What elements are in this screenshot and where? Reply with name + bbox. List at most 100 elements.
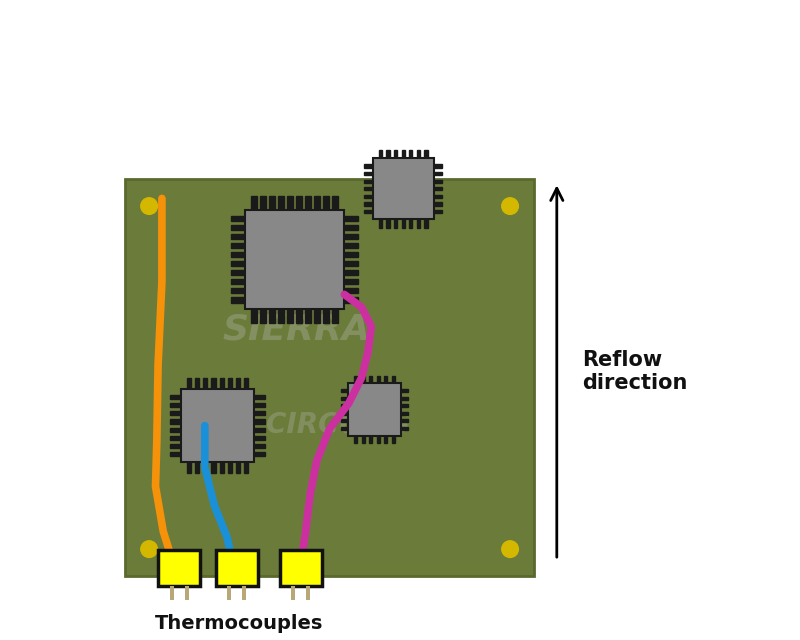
Bar (245, 210, 344, 309)
Bar (228, 462, 232, 473)
Bar (170, 444, 181, 448)
Bar (344, 234, 358, 239)
Bar (409, 220, 413, 228)
Bar (211, 462, 215, 473)
Bar (170, 403, 181, 407)
Bar (341, 389, 348, 392)
Bar (231, 216, 245, 221)
Bar (341, 427, 348, 430)
Bar (231, 288, 245, 294)
Bar (424, 150, 428, 159)
Bar (254, 403, 265, 407)
Bar (364, 187, 373, 191)
Bar (269, 196, 274, 210)
Bar (231, 279, 245, 284)
Bar (254, 436, 265, 440)
Bar (434, 172, 442, 175)
Bar (344, 297, 358, 303)
Bar (296, 196, 302, 210)
Bar (344, 270, 358, 275)
Bar (377, 436, 379, 443)
Bar (370, 376, 372, 383)
Bar (434, 210, 442, 213)
Bar (344, 279, 358, 284)
Bar (344, 261, 358, 266)
Bar (362, 376, 365, 383)
Bar (401, 397, 408, 400)
Bar (242, 586, 246, 600)
Bar (402, 220, 405, 228)
Bar (377, 376, 379, 383)
Bar (125, 179, 534, 576)
Bar (195, 378, 199, 389)
Bar (341, 404, 348, 407)
Bar (364, 210, 373, 213)
Bar (185, 586, 189, 600)
Bar (211, 378, 215, 389)
Bar (231, 252, 245, 257)
Bar (384, 436, 387, 443)
Bar (364, 172, 373, 175)
Bar (364, 164, 373, 168)
Bar (378, 220, 382, 228)
Bar (364, 195, 373, 198)
Bar (227, 586, 231, 600)
Circle shape (502, 541, 518, 557)
Bar (170, 412, 181, 415)
Bar (314, 309, 320, 323)
Bar (386, 220, 390, 228)
Bar (251, 309, 257, 323)
Bar (231, 270, 245, 275)
Bar (344, 252, 358, 257)
Bar (231, 297, 245, 303)
Bar (305, 196, 310, 210)
Bar (409, 150, 413, 159)
Bar (332, 309, 338, 323)
Bar (344, 288, 358, 294)
Bar (291, 586, 295, 600)
Bar (354, 376, 357, 383)
Bar (370, 436, 372, 443)
Bar (434, 164, 442, 168)
Bar (220, 462, 224, 473)
Bar (278, 309, 284, 323)
Bar (236, 378, 240, 389)
Bar (394, 150, 398, 159)
Bar (170, 419, 181, 424)
Text: Thermocouples: Thermocouples (154, 614, 323, 634)
Bar (402, 150, 405, 159)
Bar (231, 243, 245, 248)
Bar (434, 187, 442, 191)
Bar (401, 427, 408, 430)
Bar (244, 462, 248, 473)
Bar (305, 309, 310, 323)
Bar (306, 586, 310, 600)
Bar (195, 462, 199, 473)
Text: CIRCUITS: CIRCUITS (266, 412, 410, 439)
Bar (401, 389, 408, 392)
Bar (254, 452, 265, 456)
Bar (384, 376, 387, 383)
Bar (254, 412, 265, 415)
Bar (378, 150, 382, 159)
Bar (254, 419, 265, 424)
Bar (401, 419, 408, 422)
Bar (386, 150, 390, 159)
Bar (254, 395, 265, 399)
Bar (170, 586, 174, 600)
Bar (280, 550, 322, 586)
Bar (344, 243, 358, 248)
Bar (392, 436, 394, 443)
Bar (260, 196, 266, 210)
Bar (341, 397, 348, 400)
Bar (287, 196, 293, 210)
Bar (231, 225, 245, 230)
Bar (170, 436, 181, 440)
Bar (187, 378, 191, 389)
Bar (231, 234, 245, 239)
Bar (278, 196, 284, 210)
Bar (362, 436, 365, 443)
Bar (231, 261, 245, 266)
Bar (401, 404, 408, 407)
Bar (314, 196, 320, 210)
